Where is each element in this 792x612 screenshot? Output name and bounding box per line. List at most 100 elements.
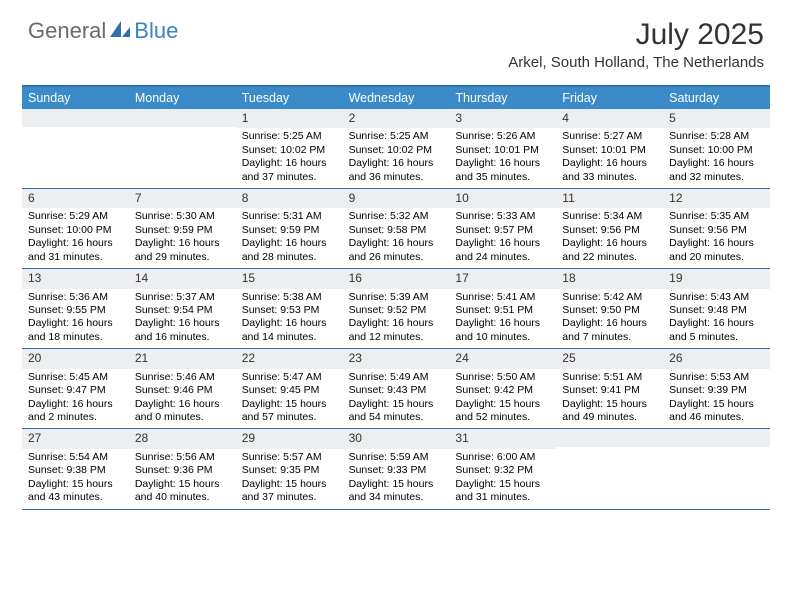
- day-body: Sunrise: 5:29 AMSunset: 10:00 PMDaylight…: [22, 208, 129, 268]
- weekday-header: Friday: [556, 87, 663, 109]
- day-number: 28: [129, 429, 236, 448]
- daylight-line: Daylight: 16 hours and 22 minutes.: [562, 237, 657, 264]
- day-number: 26: [663, 349, 770, 368]
- calendar-day-cell: 18Sunrise: 5:42 AMSunset: 9:50 PMDayligh…: [556, 269, 663, 348]
- day-number: [22, 109, 129, 127]
- calendar: SundayMondayTuesdayWednesdayThursdayFrid…: [22, 85, 770, 510]
- sunset-line: Sunset: 9:42 PM: [455, 384, 550, 397]
- day-body: [129, 127, 236, 133]
- calendar-day-cell: 28Sunrise: 5:56 AMSunset: 9:36 PMDayligh…: [129, 429, 236, 508]
- sunset-line: Sunset: 9:52 PM: [349, 304, 444, 317]
- day-number: 9: [343, 189, 450, 208]
- day-number: 1: [236, 109, 343, 128]
- day-body: Sunrise: 5:27 AMSunset: 10:01 PMDaylight…: [556, 128, 663, 188]
- day-body: [556, 447, 663, 453]
- sunrise-line: Sunrise: 5:36 AM: [28, 291, 123, 304]
- sunrise-line: Sunrise: 5:46 AM: [135, 371, 230, 384]
- calendar-day-cell: 3Sunrise: 5:26 AMSunset: 10:01 PMDayligh…: [449, 109, 556, 188]
- calendar-day-cell: [663, 429, 770, 508]
- sunset-line: Sunset: 9:35 PM: [242, 464, 337, 477]
- day-body: Sunrise: 5:33 AMSunset: 9:57 PMDaylight:…: [449, 208, 556, 268]
- sunrise-line: Sunrise: 5:26 AM: [455, 130, 550, 143]
- calendar-day-cell: 23Sunrise: 5:49 AMSunset: 9:43 PMDayligh…: [343, 349, 450, 428]
- daylight-line: Daylight: 16 hours and 28 minutes.: [242, 237, 337, 264]
- calendar-day-cell: 12Sunrise: 5:35 AMSunset: 9:56 PMDayligh…: [663, 189, 770, 268]
- title-block: July 2025 Arkel, South Holland, The Neth…: [508, 18, 764, 71]
- sunset-line: Sunset: 10:01 PM: [455, 144, 550, 157]
- daylight-line: Daylight: 15 hours and 40 minutes.: [135, 478, 230, 505]
- weekday-header: Sunday: [22, 87, 129, 109]
- day-number: 27: [22, 429, 129, 448]
- day-body: Sunrise: 5:46 AMSunset: 9:46 PMDaylight:…: [129, 369, 236, 429]
- logo-text-general: General: [28, 18, 106, 44]
- sunrise-line: Sunrise: 5:39 AM: [349, 291, 444, 304]
- sunset-line: Sunset: 9:56 PM: [562, 224, 657, 237]
- daylight-line: Daylight: 16 hours and 37 minutes.: [242, 157, 337, 184]
- sunrise-line: Sunrise: 5:31 AM: [242, 210, 337, 223]
- day-number: 17: [449, 269, 556, 288]
- sunset-line: Sunset: 10:01 PM: [562, 144, 657, 157]
- daylight-line: Daylight: 16 hours and 32 minutes.: [669, 157, 764, 184]
- sunrise-line: Sunrise: 5:34 AM: [562, 210, 657, 223]
- weekday-header-row: SundayMondayTuesdayWednesdayThursdayFrid…: [22, 87, 770, 109]
- sunrise-line: Sunrise: 5:28 AM: [669, 130, 764, 143]
- sail-icon: [108, 19, 132, 44]
- daylight-line: Daylight: 16 hours and 20 minutes.: [669, 237, 764, 264]
- day-body: Sunrise: 5:54 AMSunset: 9:38 PMDaylight:…: [22, 449, 129, 509]
- daylight-line: Daylight: 15 hours and 34 minutes.: [349, 478, 444, 505]
- logo: General Blue: [28, 18, 178, 44]
- day-number: 14: [129, 269, 236, 288]
- day-body: Sunrise: 5:30 AMSunset: 9:59 PMDaylight:…: [129, 208, 236, 268]
- sunset-line: Sunset: 9:36 PM: [135, 464, 230, 477]
- calendar-day-cell: 2Sunrise: 5:25 AMSunset: 10:02 PMDayligh…: [343, 109, 450, 188]
- day-body: Sunrise: 5:32 AMSunset: 9:58 PMDaylight:…: [343, 208, 450, 268]
- sunset-line: Sunset: 9:51 PM: [455, 304, 550, 317]
- header: General Blue July 2025 Arkel, South Holl…: [0, 0, 792, 77]
- sunset-line: Sunset: 9:47 PM: [28, 384, 123, 397]
- daylight-line: Daylight: 16 hours and 33 minutes.: [562, 157, 657, 184]
- calendar-week-row: 13Sunrise: 5:36 AMSunset: 9:55 PMDayligh…: [22, 269, 770, 349]
- sunrise-line: Sunrise: 5:27 AM: [562, 130, 657, 143]
- day-number: 6: [22, 189, 129, 208]
- day-body: Sunrise: 5:53 AMSunset: 9:39 PMDaylight:…: [663, 369, 770, 429]
- location-label: Arkel, South Holland, The Netherlands: [508, 54, 764, 71]
- sunrise-line: Sunrise: 5:50 AM: [455, 371, 550, 384]
- calendar-day-cell: 22Sunrise: 5:47 AMSunset: 9:45 PMDayligh…: [236, 349, 343, 428]
- sunrise-line: Sunrise: 5:37 AM: [135, 291, 230, 304]
- sunrise-line: Sunrise: 5:29 AM: [28, 210, 123, 223]
- day-body: Sunrise: 5:59 AMSunset: 9:33 PMDaylight:…: [343, 449, 450, 509]
- sunrise-line: Sunrise: 5:30 AM: [135, 210, 230, 223]
- daylight-line: Daylight: 15 hours and 54 minutes.: [349, 398, 444, 425]
- calendar-day-cell: 25Sunrise: 5:51 AMSunset: 9:41 PMDayligh…: [556, 349, 663, 428]
- daylight-line: Daylight: 16 hours and 29 minutes.: [135, 237, 230, 264]
- sunset-line: Sunset: 9:57 PM: [455, 224, 550, 237]
- day-number: 10: [449, 189, 556, 208]
- day-number: 19: [663, 269, 770, 288]
- calendar-day-cell: 1Sunrise: 5:25 AMSunset: 10:02 PMDayligh…: [236, 109, 343, 188]
- sunset-line: Sunset: 9:45 PM: [242, 384, 337, 397]
- day-number: 8: [236, 189, 343, 208]
- calendar-week-row: 6Sunrise: 5:29 AMSunset: 10:00 PMDayligh…: [22, 189, 770, 269]
- day-number: 20: [22, 349, 129, 368]
- day-number: 2: [343, 109, 450, 128]
- sunset-line: Sunset: 9:59 PM: [135, 224, 230, 237]
- day-body: Sunrise: 6:00 AMSunset: 9:32 PMDaylight:…: [449, 449, 556, 509]
- sunset-line: Sunset: 10:02 PM: [349, 144, 444, 157]
- day-number: 12: [663, 189, 770, 208]
- day-body: Sunrise: 5:45 AMSunset: 9:47 PMDaylight:…: [22, 369, 129, 429]
- day-number: 31: [449, 429, 556, 448]
- calendar-day-cell: 31Sunrise: 6:00 AMSunset: 9:32 PMDayligh…: [449, 429, 556, 508]
- daylight-line: Daylight: 16 hours and 10 minutes.: [455, 317, 550, 344]
- day-number: 18: [556, 269, 663, 288]
- sunset-line: Sunset: 9:56 PM: [669, 224, 764, 237]
- daylight-line: Daylight: 15 hours and 37 minutes.: [242, 478, 337, 505]
- sunrise-line: Sunrise: 5:49 AM: [349, 371, 444, 384]
- sunset-line: Sunset: 9:54 PM: [135, 304, 230, 317]
- day-number: 11: [556, 189, 663, 208]
- day-number: 25: [556, 349, 663, 368]
- sunrise-line: Sunrise: 5:51 AM: [562, 371, 657, 384]
- sunset-line: Sunset: 9:43 PM: [349, 384, 444, 397]
- sunrise-line: Sunrise: 5:32 AM: [349, 210, 444, 223]
- day-number: 15: [236, 269, 343, 288]
- daylight-line: Daylight: 16 hours and 26 minutes.: [349, 237, 444, 264]
